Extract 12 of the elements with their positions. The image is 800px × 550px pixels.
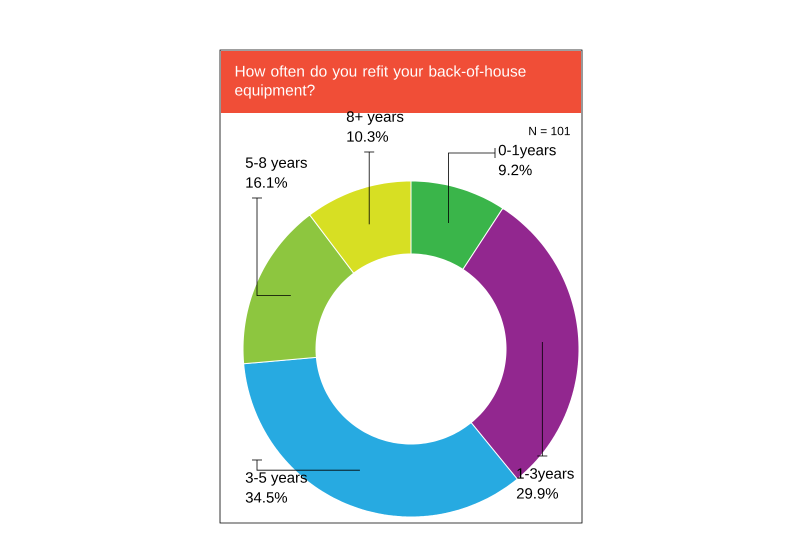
data-label: 10.3% xyxy=(347,131,388,142)
data-label: 9.2% xyxy=(498,164,532,176)
slice-label: 3-5 years xyxy=(246,472,307,486)
slice-label: 8+ years xyxy=(346,111,404,125)
slice-label: 5-8 years xyxy=(246,157,307,171)
data-label: 16.1% xyxy=(246,177,288,188)
text: N = 101 xyxy=(529,126,570,136)
slice-label: 0-1years xyxy=(498,144,556,158)
data-label: 34.5% xyxy=(246,492,288,503)
slice-label: 1-3years xyxy=(517,468,574,482)
chart-title: How often do you refit your back-of-house equipment? xyxy=(235,65,526,99)
data-label: 29.9% xyxy=(516,488,558,499)
